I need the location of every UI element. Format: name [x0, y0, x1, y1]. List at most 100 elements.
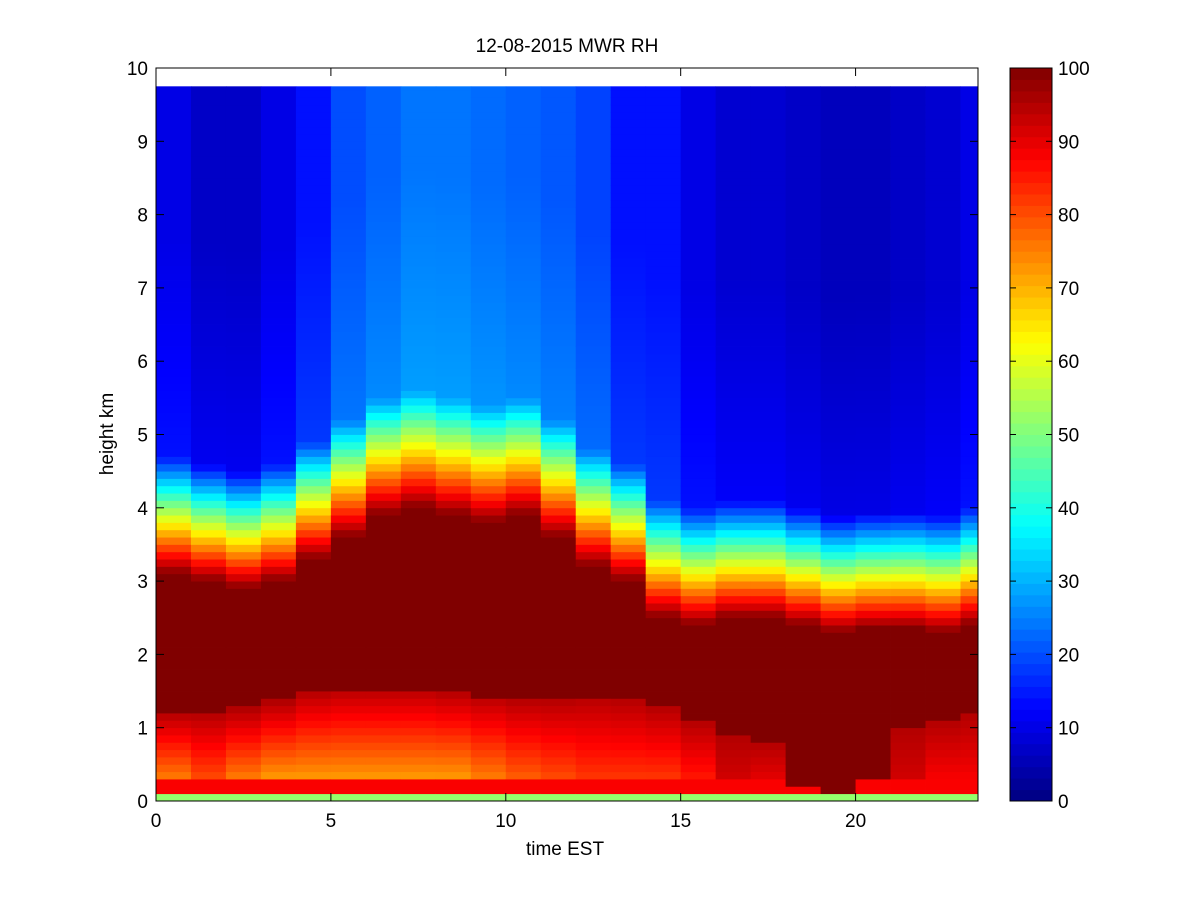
heatmap-cell [820, 427, 856, 435]
heatmap-cell [680, 559, 717, 567]
heatmap-cell [890, 764, 926, 773]
heatmap-cell [540, 258, 577, 267]
heatmap-cell [645, 500, 682, 509]
colorbar-swatch [1010, 400, 1052, 413]
heatmap-cell [610, 720, 647, 729]
heatmap-cell [925, 632, 961, 641]
heatmap-cell [330, 199, 367, 208]
heatmap-cell [680, 346, 717, 355]
heatmap-cell [330, 493, 367, 501]
heatmap-cell [365, 705, 402, 714]
heatmap-cell [855, 97, 891, 106]
heatmap-cell [855, 639, 891, 648]
heatmap-cell [610, 456, 647, 465]
heatmap-cell [750, 280, 787, 289]
heatmap-cell [960, 89, 979, 98]
heatmap-cell [750, 485, 787, 494]
heatmap-cell [400, 412, 437, 421]
heatmap-cell [890, 339, 926, 347]
heatmap-cell [820, 522, 856, 531]
heatmap-cell [295, 390, 332, 399]
heatmap-cell [855, 86, 891, 91]
heatmap-cell [715, 647, 752, 655]
heatmap-cell [190, 588, 227, 597]
heatmap-cell [295, 317, 332, 325]
heatmap-cell [400, 170, 437, 179]
heatmap-cell [540, 419, 577, 428]
heatmap-cell [785, 764, 821, 773]
heatmap-cell [295, 625, 332, 633]
heatmap-cell [680, 97, 717, 106]
heatmap-cell [575, 214, 612, 223]
colorbar-swatch [1010, 136, 1052, 149]
heatmap-cell [260, 361, 297, 369]
heatmap-cell [540, 295, 577, 303]
heatmap-cell [295, 544, 332, 553]
colorbar-swatch [1010, 319, 1052, 332]
heatmap-cell [295, 89, 332, 98]
heatmap-cell [610, 647, 647, 655]
heatmap-cell [435, 507, 472, 516]
heatmap-cell [435, 119, 472, 128]
heatmap-cell [820, 185, 856, 194]
heatmap-cell [190, 610, 227, 619]
heatmap-cell [295, 353, 332, 362]
heatmap-cell [610, 427, 647, 435]
heatmap-cell [925, 111, 961, 120]
heatmap-cell [295, 529, 332, 538]
heatmap-cell [820, 251, 856, 259]
heatmap-cell [295, 559, 332, 567]
heatmap-cell [750, 236, 787, 245]
heatmap-cell [715, 764, 752, 773]
heatmap-cell [750, 346, 787, 355]
heatmap-cell [680, 265, 717, 274]
heatmap-cell [855, 295, 891, 303]
heatmap-cell [225, 375, 262, 384]
heatmap-cell [295, 434, 332, 443]
heatmap-cell [680, 529, 717, 538]
heatmap-cell [470, 397, 507, 406]
heatmap-cell [260, 779, 297, 787]
heatmap-cell [785, 617, 821, 626]
heatmap-cell [260, 309, 297, 318]
heatmap-cell [295, 793, 332, 802]
colorbar-swatch [1010, 423, 1052, 435]
heatmap-cell [925, 397, 961, 406]
heatmap-cell [260, 757, 297, 765]
heatmap-cell [925, 471, 961, 479]
heatmap-cell [156, 757, 192, 765]
heatmap-cell [225, 287, 262, 296]
heatmap-cell [680, 749, 717, 758]
heatmap-cell [925, 720, 961, 729]
heatmap-cell [890, 104, 926, 113]
heatmap-cell [715, 192, 752, 201]
heatmap-cell [435, 617, 472, 626]
heatmap-cell [505, 295, 542, 303]
heatmap-cell [925, 119, 961, 128]
colorbar-swatch [1010, 434, 1052, 447]
heatmap-cell [750, 727, 787, 736]
heatmap-cell [190, 273, 227, 281]
heatmap-cell [715, 779, 752, 787]
heatmap-cell [470, 243, 507, 252]
heatmap-cell [785, 170, 821, 179]
heatmap-cell [890, 786, 926, 795]
heatmap-cell [295, 493, 332, 501]
heatmap-cell [190, 287, 227, 296]
heatmap-cell [855, 412, 891, 421]
heatmap-cell [505, 566, 542, 575]
heatmap-cell [575, 163, 612, 172]
heatmap-cell [925, 456, 961, 465]
heatmap-cell [820, 119, 856, 128]
heatmap-cell [610, 786, 647, 795]
heatmap-cell [435, 405, 472, 413]
heatmap-cell [435, 273, 472, 281]
heatmap-cell [785, 353, 821, 362]
colorbar-swatch [1010, 182, 1052, 195]
heatmap-cell [435, 588, 472, 597]
heatmap-cell [295, 683, 332, 692]
heatmap-cell [785, 185, 821, 194]
colorbar-swatch [1010, 125, 1052, 138]
heatmap-cell [890, 273, 926, 281]
